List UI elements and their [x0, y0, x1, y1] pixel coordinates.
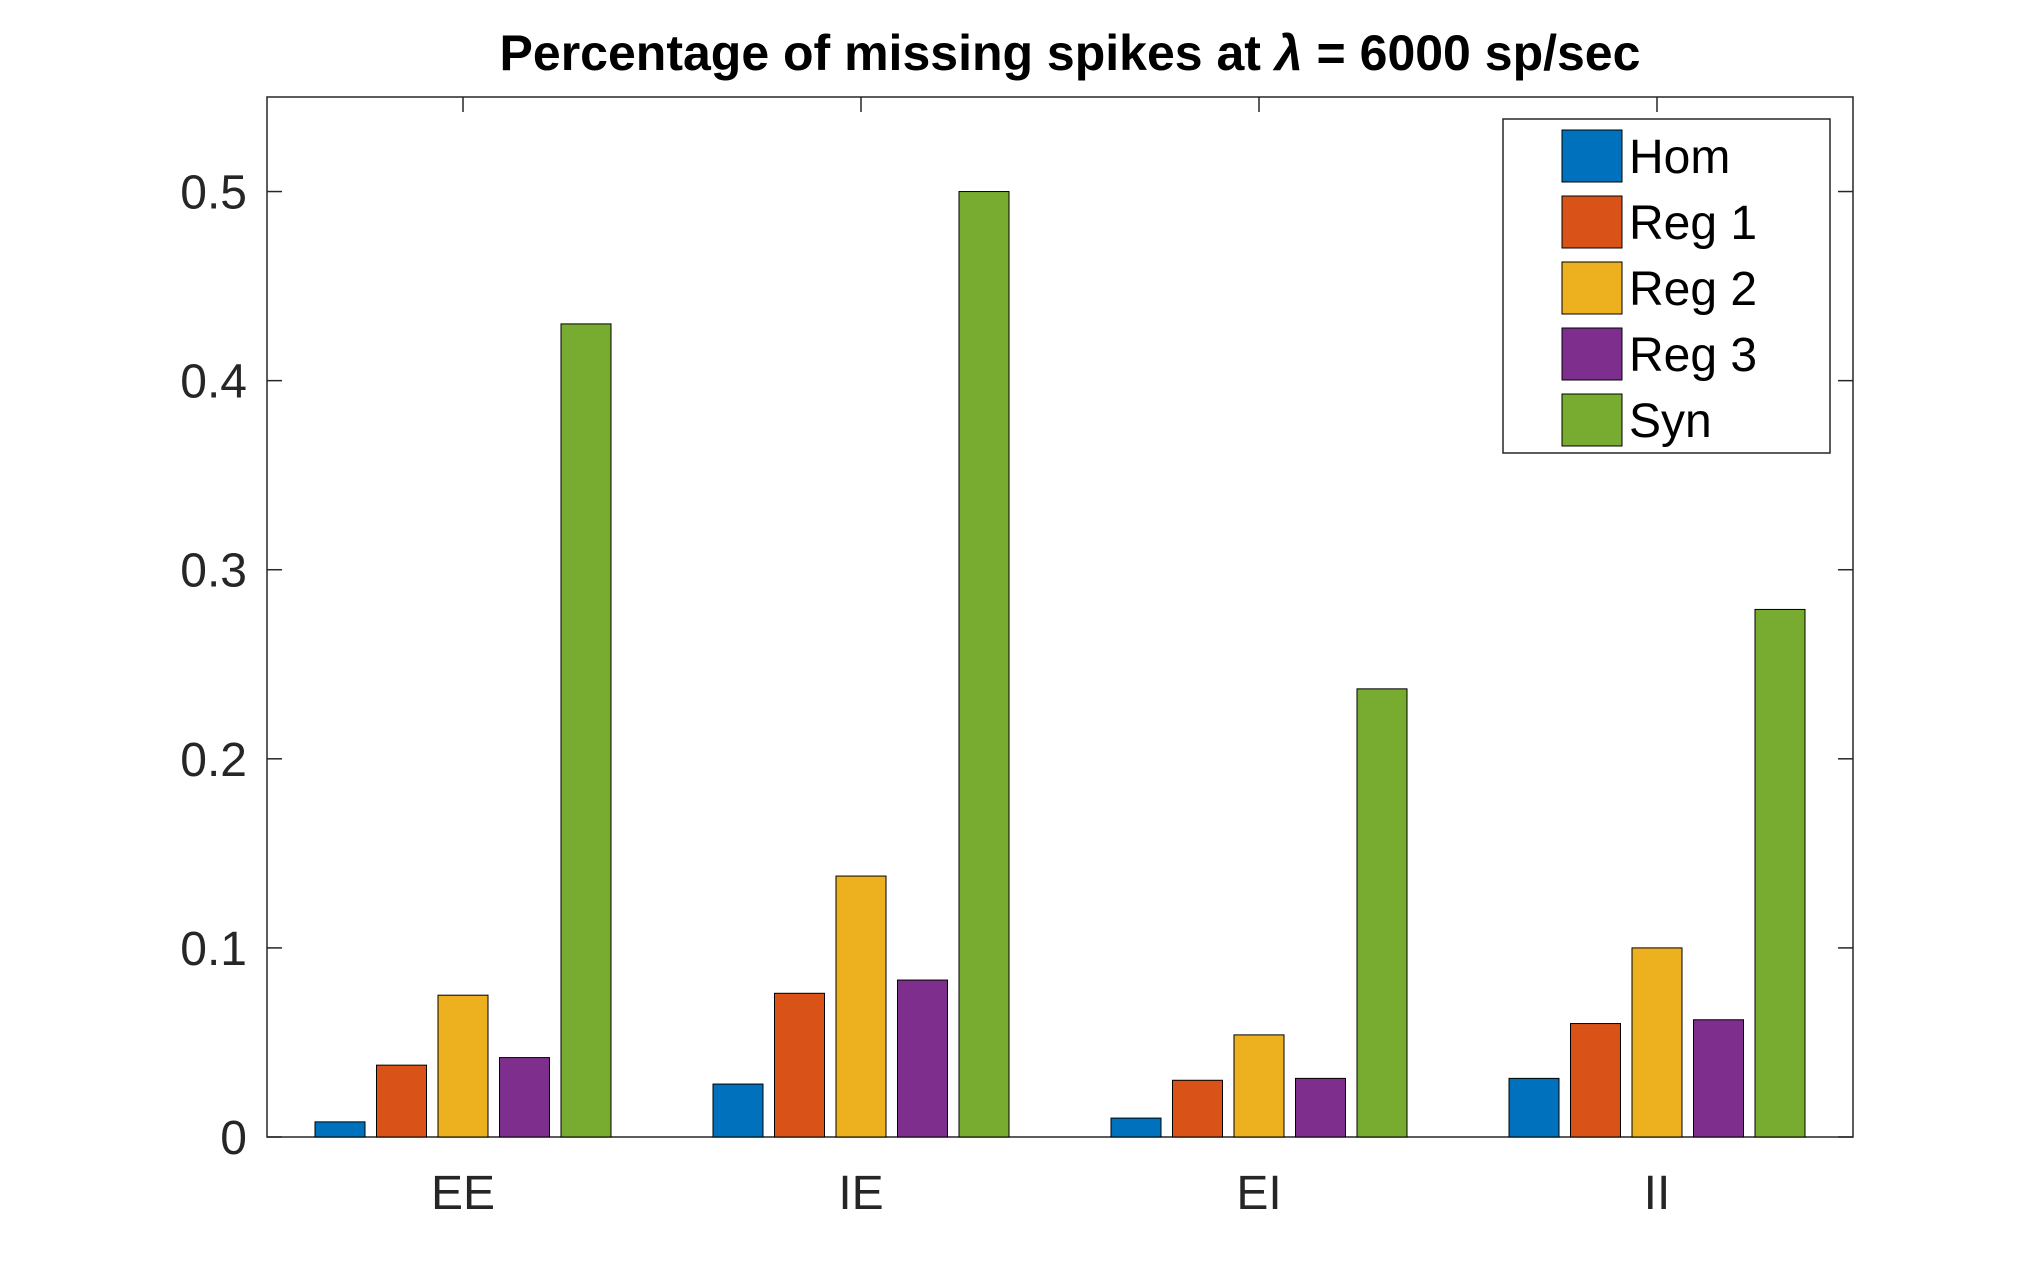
y-tick-label: 0.1 [180, 923, 247, 976]
chart-title: Percentage of missing spikes at λ = 6000… [500, 25, 1641, 81]
x-tick-label: IE [838, 1167, 883, 1220]
bar-hom-ei [1110, 1117, 1162, 1138]
legend-swatch [1561, 195, 1623, 249]
bar-reg-2-ie [835, 875, 887, 1138]
legend-label: Syn [1629, 395, 1712, 448]
lambda-symbol: λ [1272, 25, 1303, 81]
bar-hom-ie [712, 1083, 764, 1138]
bar-reg-3-ee [499, 1057, 550, 1138]
bar-reg-1-ii [1570, 1023, 1621, 1138]
legend-swatch [1561, 327, 1623, 381]
y-tick-label: 0.3 [180, 545, 247, 598]
bar-reg-2-ei [1233, 1034, 1285, 1138]
legend-label: Reg 1 [1629, 197, 1757, 250]
legend-swatch [1561, 129, 1623, 183]
bar-reg-2-ii [1631, 947, 1683, 1138]
y-tick-label: 0 [220, 1112, 247, 1165]
bar-syn-ei [1356, 688, 1408, 1138]
bar-reg-2-ee [437, 994, 489, 1138]
bar-reg-1-ei [1172, 1079, 1223, 1138]
legend: Hom Reg 1 Reg 2 Reg 3 Syn [1502, 118, 1831, 454]
x-tick-label: EI [1236, 1167, 1281, 1220]
bar-reg-3-ii [1693, 1019, 1744, 1138]
legend-box [1502, 118, 1831, 454]
bar-reg-1-ie [774, 992, 825, 1138]
bar-hom-ii [1508, 1077, 1560, 1138]
y-tick-label: 0.5 [180, 167, 247, 220]
legend-swatch [1561, 261, 1623, 315]
bar-syn-ii [1754, 608, 1806, 1138]
bar-reg-1-ee [376, 1064, 427, 1138]
y-tick-label: 0.2 [180, 734, 247, 787]
bar-reg-3-ei [1295, 1077, 1346, 1138]
legend-label: Hom [1629, 131, 1730, 184]
legend-swatch [1561, 393, 1623, 447]
legend-label: Reg 2 [1629, 263, 1757, 316]
legend-label: Reg 3 [1629, 329, 1757, 382]
y-tick-label: 0.4 [180, 356, 247, 409]
x-tick-label: II [1644, 1167, 1671, 1220]
bar-hom-ee [314, 1121, 366, 1138]
bar-syn-ee [560, 323, 612, 1138]
bar-syn-ie [958, 191, 1010, 1138]
bar-reg-3-ie [897, 979, 948, 1138]
x-tick-label: EE [431, 1167, 495, 1220]
